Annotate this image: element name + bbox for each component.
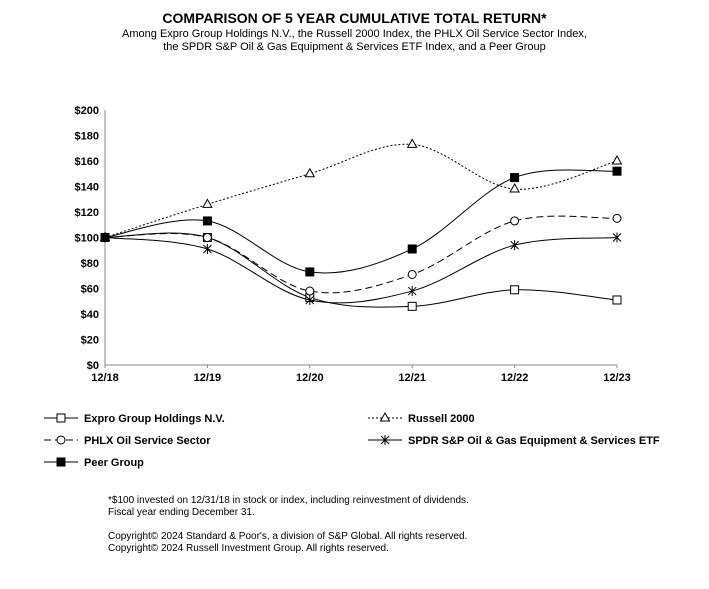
- y-tick-label: $120: [75, 207, 99, 219]
- data-point: [202, 233, 212, 242]
- y-tick-label: $0: [87, 360, 99, 372]
- data-point: [407, 269, 417, 279]
- data-point: [510, 173, 520, 183]
- y-tick-label: $60: [81, 284, 99, 296]
- data-point: [510, 285, 520, 295]
- copyright-russell: Copyright© 2024 Russell Investment Group…: [108, 543, 389, 554]
- series-line: [104, 215, 618, 294]
- data-point: [407, 286, 417, 297]
- y-tick-label: $140: [75, 182, 99, 194]
- legend-label: Russell 2000: [408, 413, 475, 425]
- series-line: [104, 237, 618, 304]
- data-point: [202, 198, 213, 208]
- legend-marker: [56, 435, 66, 445]
- legend-label: SPDR S&P Oil & Gas Equipment & Services …: [408, 435, 660, 447]
- legend-marker: [379, 411, 391, 422]
- y-tick-label: $40: [81, 309, 99, 321]
- data-point: [305, 294, 315, 305]
- legend-label: Expro Group Holdings N.V.: [84, 413, 225, 425]
- data-point: [509, 183, 520, 193]
- legend-label: PHLX Oil Service Sector: [84, 435, 211, 447]
- data-point: [510, 240, 519, 251]
- data-point: [612, 295, 622, 305]
- copyright-sp: Copyright© 2024 Standard & Poor's, a div…: [108, 531, 468, 542]
- data-point: [612, 166, 622, 176]
- data-point: [305, 267, 315, 277]
- legend-marker: [56, 413, 66, 423]
- data-point: [100, 233, 110, 242]
- data-point: [611, 154, 623, 165]
- x-tick-label: 12/18: [91, 372, 119, 384]
- data-point: [406, 138, 418, 148]
- series-line: [104, 232, 618, 308]
- y-tick-label: $160: [75, 156, 99, 168]
- legend-marker: [56, 457, 66, 467]
- series-line: [104, 143, 618, 238]
- legend-label: Peer Group: [84, 457, 144, 469]
- y-tick-label: $200: [75, 105, 99, 117]
- x-tick-label: 12/22: [501, 372, 529, 384]
- data-point: [202, 216, 212, 226]
- chart-title: COMPARISON OF 5 YEAR CUMULATIVE TOTAL RE…: [162, 10, 547, 26]
- x-tick-label: 12/20: [296, 372, 324, 384]
- y-tick-label: $20: [81, 335, 99, 347]
- data-point: [612, 232, 622, 243]
- x-tick-label: 12/23: [603, 372, 631, 384]
- footnote-fiscal-year: Fiscal year ending December 31.: [108, 507, 255, 518]
- data-point: [305, 286, 315, 296]
- x-tick-label: 12/21: [398, 372, 426, 384]
- y-tick-label: $180: [75, 131, 99, 143]
- series-line: [104, 169, 618, 274]
- data-point: [510, 216, 520, 226]
- x-tick-label: 12/19: [194, 372, 222, 384]
- data-point: [407, 301, 417, 311]
- data-point: [203, 243, 212, 254]
- data-point: [304, 167, 316, 178]
- chart-subtitle-line1: Among Expro Group Holdings N.V., the Rus…: [122, 28, 587, 40]
- data-point: [407, 244, 417, 254]
- y-tick-label: $100: [75, 233, 99, 245]
- legend-marker: [380, 435, 390, 445]
- y-tick-label: $80: [81, 258, 99, 270]
- footnote-investment: *$100 invested on 12/31/18 in stock or i…: [108, 495, 469, 506]
- chart-subtitle-line2: the SPDR S&P Oil & Gas Equipment & Servi…: [163, 41, 546, 53]
- data-point: [612, 213, 622, 223]
